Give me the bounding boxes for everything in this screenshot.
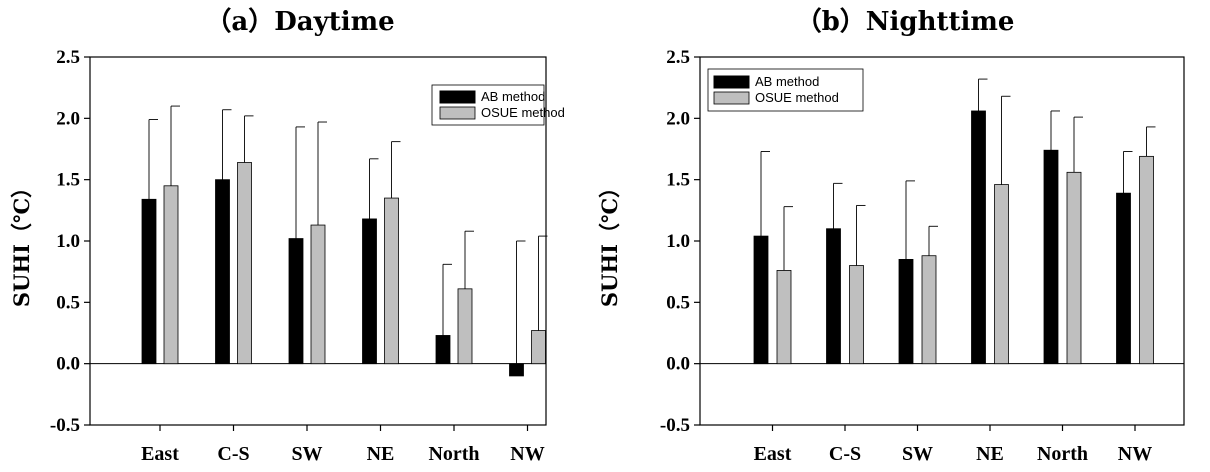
y-tick-label: 1.5 bbox=[56, 170, 80, 191]
plot-frame bbox=[89, 56, 547, 426]
bar-osue bbox=[1139, 155, 1154, 365]
x-tick-label: NE bbox=[367, 443, 395, 465]
bar-osue bbox=[457, 288, 473, 365]
bar-ab bbox=[215, 179, 230, 365]
chart-panel-nighttime: （b）Nighttime SUHI（℃） -0.5 0.0 0.5 1.0 1.5 2.0… bbox=[597, 7, 1185, 465]
chart-panel-daytime: （a）Daytime SUHI（℃） -0.5 0.0 0.5 1.0 1.5 2.0 2.… bbox=[9, 7, 565, 465]
bar-osue bbox=[237, 162, 252, 365]
x-tick-label: North bbox=[428, 443, 479, 465]
bar-ab bbox=[971, 110, 986, 365]
x-tick-label: NW bbox=[510, 443, 544, 465]
bar-osue bbox=[849, 265, 864, 365]
bar-osue bbox=[994, 184, 1009, 365]
x-tick-label: NW bbox=[1118, 443, 1152, 465]
legend-swatch-osue bbox=[439, 106, 476, 120]
y-tick-label: 2.5 bbox=[56, 47, 80, 68]
x-tick-label: SW bbox=[291, 443, 322, 465]
y-tick-label: 0.0 bbox=[56, 354, 80, 375]
y-tick-label: 0.5 bbox=[666, 292, 690, 313]
bar-ab bbox=[362, 218, 377, 365]
y-tick-label: 2.5 bbox=[666, 47, 690, 68]
chart-title: （a）Daytime bbox=[205, 7, 394, 37]
y-tick-label: 1.0 bbox=[666, 231, 690, 252]
bar-osue bbox=[384, 197, 399, 365]
x-tick-label: East bbox=[141, 443, 179, 465]
bar-osue bbox=[163, 185, 179, 365]
y-tick-label: 1.5 bbox=[666, 170, 690, 191]
bar-ab bbox=[1116, 192, 1131, 365]
y-axis-label: SUHI（℃） bbox=[9, 177, 34, 307]
x-tick-label: C-S bbox=[829, 443, 861, 465]
y-tick-label: -0.5 bbox=[660, 415, 690, 436]
x-tick-label: SW bbox=[902, 443, 933, 465]
legend-swatch-ab bbox=[713, 75, 750, 89]
bar-osue bbox=[531, 330, 546, 365]
x-tick-label: NE bbox=[976, 443, 1004, 465]
y-tick-label: 1.0 bbox=[56, 231, 80, 252]
chart-marks: -0.5 0.0 0.5 1.0 1.5 2.0 2.5 East C-S SW NE North NW bbox=[50, 47, 548, 465]
bar-ab bbox=[509, 363, 524, 377]
y-tick-label: 0.5 bbox=[56, 292, 80, 313]
bar-osue bbox=[1066, 171, 1082, 365]
plot-frame bbox=[699, 56, 1185, 426]
legend-label-osue: OSUE method bbox=[755, 90, 839, 105]
legend-swatch-osue bbox=[713, 91, 750, 105]
legend-label-osue: OSUE method bbox=[481, 105, 565, 120]
y-tick-label: 2.0 bbox=[666, 108, 690, 129]
legend-label-ab: AB method bbox=[755, 74, 819, 89]
legend-label-ab: AB method bbox=[481, 89, 545, 104]
chart-marks: -0.5 0.0 0.5 1.0 1.5 2.0 2.5 East C-S SW NE North NW bbox=[660, 47, 1184, 465]
bar-ab bbox=[826, 228, 841, 365]
x-tick-label: East bbox=[754, 443, 792, 465]
bar-osue bbox=[776, 270, 792, 365]
bar-osue bbox=[310, 224, 326, 365]
chart-title: （b）Nighttime bbox=[796, 7, 1015, 37]
bar-ab bbox=[753, 235, 769, 365]
x-tick-label: C-S bbox=[217, 443, 249, 465]
bar-ab bbox=[898, 258, 914, 365]
y-tick-label: 2.0 bbox=[56, 108, 80, 129]
legend: AB method OSUE method bbox=[707, 68, 864, 112]
bar-ab bbox=[1043, 149, 1059, 365]
y-tick-label: 0.0 bbox=[666, 354, 690, 375]
bar-ab bbox=[288, 238, 304, 365]
y-axis-label: SUHI（℃） bbox=[597, 177, 622, 307]
legend: AB method OSUE method bbox=[431, 84, 565, 126]
bar-ab bbox=[435, 335, 451, 365]
y-tick-label: -0.5 bbox=[50, 415, 80, 436]
bar-ab bbox=[141, 198, 157, 365]
x-tick-label: North bbox=[1037, 443, 1088, 465]
bar-osue bbox=[921, 255, 937, 365]
legend-swatch-ab bbox=[439, 90, 476, 104]
